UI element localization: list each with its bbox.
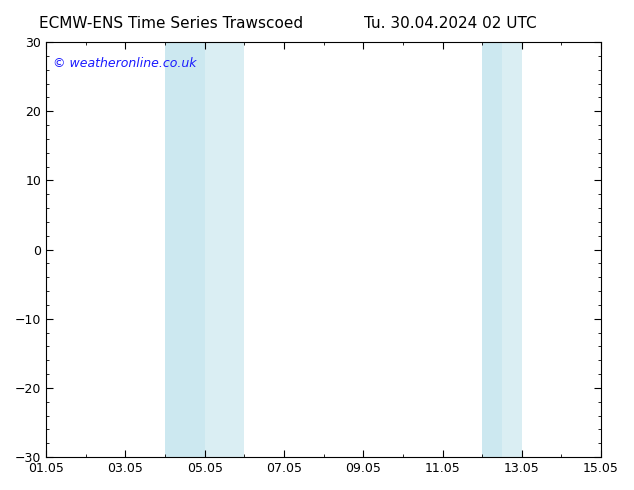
Bar	[205, 42, 244, 457]
Bar	[165, 42, 205, 457]
Text: ECMW-ENS Time Series Trawscoed: ECMW-ENS Time Series Trawscoed	[39, 16, 303, 31]
Bar	[502, 42, 522, 457]
Text: Tu. 30.04.2024 02 UTC: Tu. 30.04.2024 02 UTC	[364, 16, 536, 31]
Text: © weatheronline.co.uk: © weatheronline.co.uk	[53, 56, 197, 70]
Bar	[482, 42, 502, 457]
